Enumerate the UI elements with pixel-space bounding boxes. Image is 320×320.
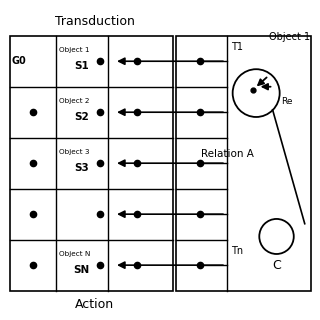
Text: Tn: Tn (231, 246, 243, 256)
Text: Object 1: Object 1 (269, 32, 310, 42)
Text: Re: Re (281, 97, 293, 106)
Text: T1: T1 (231, 42, 243, 52)
Text: S1: S1 (75, 61, 89, 71)
Text: S2: S2 (75, 112, 89, 122)
Text: Transduction: Transduction (55, 15, 135, 28)
Text: S3: S3 (75, 163, 89, 173)
Text: Action: Action (75, 299, 114, 311)
Text: Object 1: Object 1 (59, 47, 89, 53)
Text: C: C (272, 259, 281, 272)
Text: Object 2: Object 2 (59, 98, 89, 104)
Bar (10, 36, 173, 291)
Text: Object 3: Object 3 (59, 149, 89, 155)
Text: SN: SN (74, 265, 90, 275)
Text: Relation A: Relation A (201, 148, 254, 159)
Text: Object N: Object N (59, 251, 90, 257)
Bar (176, 36, 311, 291)
Text: G0: G0 (12, 56, 27, 66)
